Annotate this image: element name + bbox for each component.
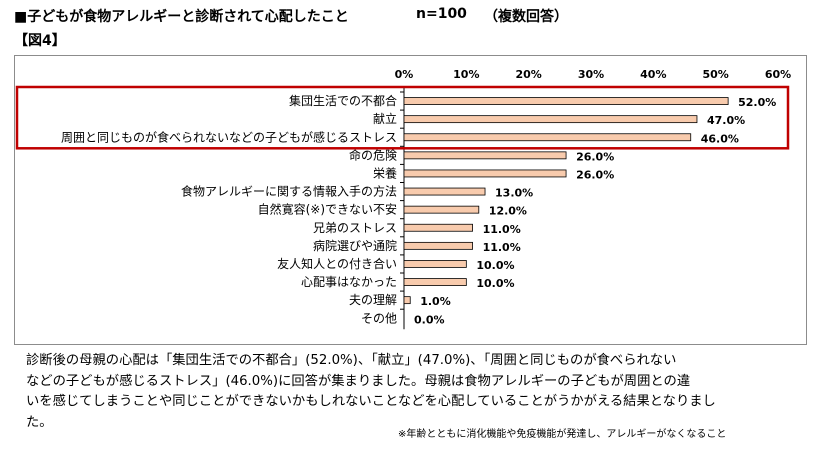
category-label: 自然寛容(※)できない不安 [258,202,397,217]
x-tick-label: 40% [640,68,666,81]
x-tick-label: 20% [515,68,541,81]
bar [403,97,729,105]
data-label: 11.0% [483,241,521,254]
category-label: 心配事はなかった [301,275,397,289]
sample-size-label: n=100 [416,6,467,22]
description-line-1: 診断後の母親の心配は「集団生活での不都合」(52.0%)、「献立」(47.0%)… [26,353,677,368]
chart-frame [14,55,807,345]
x-tick-label: 30% [578,68,604,81]
bar [403,115,698,124]
category-label: 兄弟のストレス [313,221,397,235]
highlight-box [15,85,790,150]
category-label: 献立 [373,111,397,126]
category-label: 集団生活での不都合 [289,93,397,108]
category-label: 食物アレルギーに関する情報入手の方法 [181,184,397,199]
description: 診断後の母親の心配は「集団生活での不都合」(52.0%)、「献立」(47.0%)… [26,351,806,433]
data-label: 46.0% [701,132,739,145]
bar [403,260,467,268]
data-label: 0.0% [414,313,445,326]
bar [403,223,473,232]
category-label: その他 [361,311,397,325]
category-label: 周囲と同じものが食べられないなどの子どもが感じるストレス [61,129,397,144]
bar [403,296,411,305]
data-label: 26.0% [576,150,614,163]
data-label: 10.0% [476,259,514,272]
chart-title: ■子どもが食物アレルギーと診断されて心配したこと n=100 （複数回答） [14,6,568,26]
x-tick-label: 60% [765,68,791,81]
x-tick-label: 10% [453,68,479,81]
bar [403,133,692,142]
bar [403,151,567,160]
bar [403,241,473,250]
data-label: 12.0% [489,205,527,218]
category-label: 病院選びや通院 [313,238,397,253]
data-label: 13.0% [495,187,533,200]
data-label: 11.0% [483,223,521,236]
bar [403,169,567,178]
data-label: 1.0% [420,295,451,308]
category-label: 命の危険 [349,147,397,162]
category-label: 友人知人との付き合い [277,256,397,271]
category-label: 栄養 [373,165,397,180]
data-label: 10.0% [476,277,514,290]
bar [403,278,467,286]
category-label: 夫の理解 [349,293,397,307]
chart-title-text: ■子どもが食物アレルギーと診断されて心配したこと [14,9,349,25]
multi-answer-label: （複数回答） [484,9,568,25]
bar [403,187,486,196]
data-label: 52.0% [738,96,776,109]
description-line-3: いを感じてしまうことや同じことができないかもしれないことなどを心配していることが… [26,394,716,409]
data-label: 47.0% [707,114,745,127]
x-tick-label: 50% [702,68,728,81]
bar [403,205,480,214]
footnote: ※年齢とともに消化機能や免疫機能が発達し、アレルギーがなくなること [398,429,727,440]
data-label: 26.0% [576,168,614,181]
x-tick-label: 0% [395,68,414,81]
description-line-4: た。 [26,414,53,430]
figure-label: 【図4】 [14,33,66,49]
description-line-2: などの子どもが感じるストレス」(46.0%)に回答が集まりました。母親は食物アレ… [26,373,691,389]
